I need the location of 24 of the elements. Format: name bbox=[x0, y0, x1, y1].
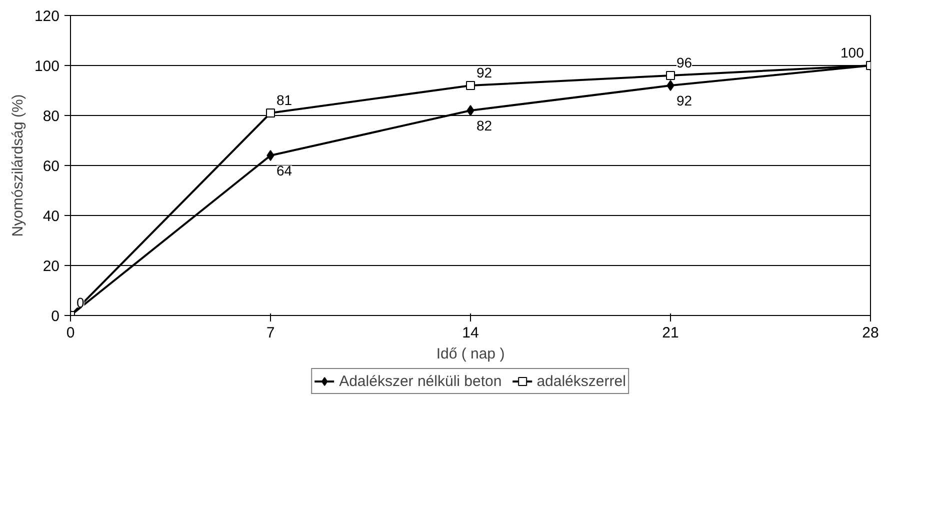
data-label: 100 bbox=[840, 44, 864, 60]
data-label: 82 bbox=[476, 118, 492, 134]
x-tick-label: 28 bbox=[862, 324, 879, 342]
legend-label: Adalékszer nélküli beton bbox=[339, 372, 502, 390]
y-tick-label: 100 bbox=[34, 58, 60, 75]
x-tick-label: 21 bbox=[662, 324, 679, 342]
y-axis-title: Nyomószilárdság (%) bbox=[9, 94, 26, 237]
data-label: 92 bbox=[476, 64, 492, 80]
x-tick-label: 14 bbox=[462, 324, 479, 342]
data-label: 81 bbox=[276, 92, 292, 108]
x-tick-label: 0 bbox=[66, 324, 75, 342]
y-tick-label: 80 bbox=[42, 108, 60, 125]
legend-label: adalékszerrel bbox=[536, 372, 626, 390]
y-tick-label: 60 bbox=[42, 158, 60, 175]
x-axis-title: Idő ( nap ) bbox=[436, 346, 505, 362]
y-tick-label: 40 bbox=[42, 208, 60, 225]
x-tick-label: 7 bbox=[266, 324, 275, 342]
data-label: 96 bbox=[676, 54, 692, 70]
data-label: 64 bbox=[276, 162, 292, 178]
y-tick-label: 120 bbox=[34, 8, 60, 25]
y-tick-label: 0 bbox=[51, 308, 60, 325]
data-label: 0 bbox=[76, 294, 84, 310]
y-tick-label: 20 bbox=[42, 258, 60, 275]
data-label: 92 bbox=[676, 92, 692, 108]
